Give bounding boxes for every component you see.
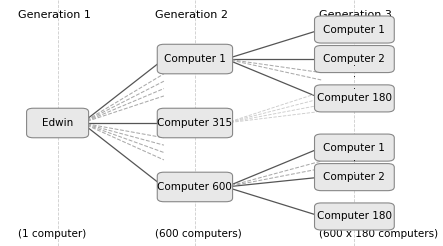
- Text: (1 computer): (1 computer): [18, 229, 86, 239]
- FancyBboxPatch shape: [157, 108, 233, 138]
- FancyBboxPatch shape: [315, 16, 394, 43]
- Text: Computer 180: Computer 180: [317, 212, 392, 221]
- FancyBboxPatch shape: [27, 108, 89, 138]
- FancyBboxPatch shape: [315, 46, 394, 73]
- Text: (600 x 180 computers): (600 x 180 computers): [319, 229, 438, 239]
- Text: Computer 315: Computer 315: [157, 118, 233, 128]
- Text: Edwin: Edwin: [42, 118, 73, 128]
- FancyBboxPatch shape: [315, 203, 394, 230]
- FancyBboxPatch shape: [315, 134, 394, 161]
- Text: Generation 3: Generation 3: [319, 10, 392, 20]
- FancyBboxPatch shape: [315, 164, 394, 191]
- Text: Computer 1: Computer 1: [164, 54, 226, 64]
- FancyBboxPatch shape: [157, 44, 233, 74]
- FancyBboxPatch shape: [157, 172, 233, 202]
- Text: Generation 2: Generation 2: [155, 10, 228, 20]
- Text: ·
·
·: · · ·: [353, 145, 356, 178]
- Text: Generation 1: Generation 1: [18, 10, 91, 20]
- Text: Computer 1: Computer 1: [323, 143, 385, 153]
- Text: ·
·
·: · · ·: [353, 61, 356, 94]
- Text: (600 computers): (600 computers): [155, 229, 242, 239]
- Text: Computer 600: Computer 600: [157, 182, 233, 192]
- Text: Computer 2: Computer 2: [323, 54, 385, 64]
- Text: Computer 180: Computer 180: [317, 93, 392, 103]
- Text: Computer 2: Computer 2: [323, 172, 385, 182]
- FancyBboxPatch shape: [315, 85, 394, 112]
- Text: Computer 1: Computer 1: [323, 25, 385, 34]
